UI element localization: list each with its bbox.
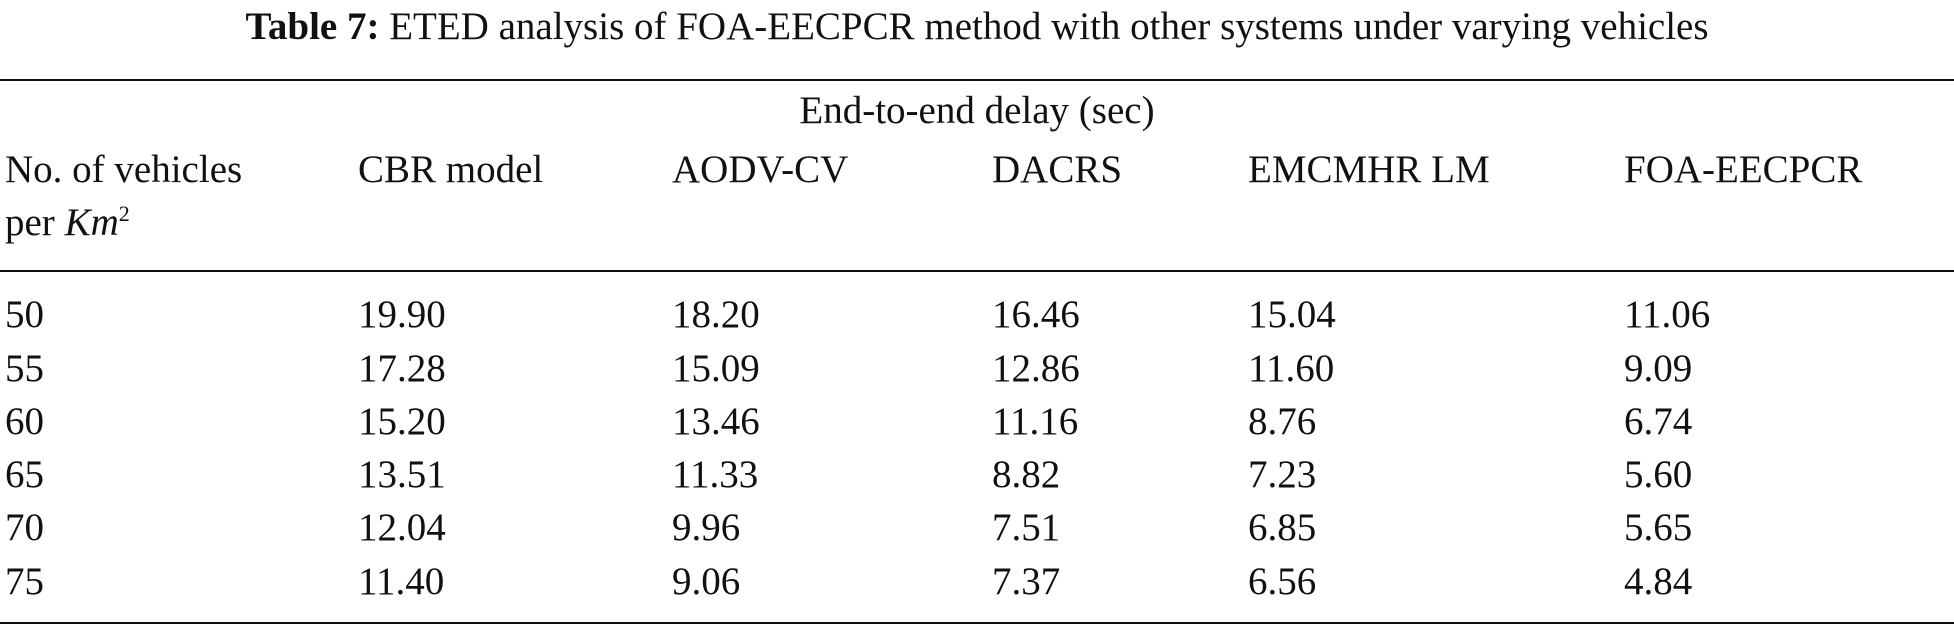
table-cell: 18.20	[672, 293, 760, 336]
table-caption-label: Table 7:	[245, 5, 380, 48]
table-cell-vehicles: 60	[5, 400, 44, 443]
table-bottom-rule	[0, 622, 1954, 624]
table-cell: 13.51	[358, 453, 446, 496]
table-caption-text: ETED analysis of FOA-EECPCR method with …	[389, 5, 1709, 48]
table-cell: 11.06	[1624, 293, 1711, 336]
table-cell: 12.04	[358, 506, 446, 549]
table-cell: 8.82	[992, 453, 1061, 496]
table-cell: 7.23	[1248, 453, 1317, 496]
table-top-rule	[0, 79, 1954, 81]
table-caption: Table 7: ETED analysis of FOA-EECPCR met…	[0, 2, 1954, 52]
table-cell: 5.65	[1624, 506, 1693, 549]
stub-header-exponent: 2	[118, 201, 130, 226]
table-cell-vehicles: 65	[5, 453, 44, 496]
table-cell: 5.60	[1624, 453, 1693, 496]
table-cell: 8.76	[1248, 400, 1317, 443]
column-header-foa-eecpcr: FOA-EECPCR	[1624, 148, 1863, 191]
stub-header-line1: No. of vehicles	[5, 148, 243, 191]
table-cell: 11.40	[358, 560, 445, 603]
table-cell: 7.51	[992, 506, 1061, 549]
table-cell: 15.09	[672, 347, 760, 390]
table-cell: 15.04	[1248, 293, 1336, 336]
column-header-aodv-cv: AODV-CV	[672, 148, 849, 191]
table-cell: 13.46	[672, 400, 760, 443]
stub-header-line2: per Km2	[5, 198, 130, 248]
table-cell: 6.74	[1624, 400, 1693, 443]
table-cell: 6.85	[1248, 506, 1317, 549]
table-cell: 9.06	[672, 560, 741, 603]
table-cell: 15.20	[358, 400, 446, 443]
table-cell-vehicles: 50	[5, 293, 44, 336]
table-cell-vehicles: 55	[5, 347, 44, 390]
stub-header-prefix: per	[5, 201, 55, 244]
table-cell: 16.46	[992, 293, 1080, 336]
table-cell-vehicles: 75	[5, 560, 44, 603]
table-cell: 12.86	[992, 347, 1080, 390]
column-header-emcmhr-lm: EMCMHR LM	[1248, 148, 1490, 191]
table-cell: 11.16	[992, 400, 1079, 443]
table-cell: 7.37	[992, 560, 1061, 603]
table-cell: 11.60	[1248, 347, 1335, 390]
table-cell: 9.96	[672, 506, 741, 549]
column-header-dacrs: DACRS	[992, 148, 1123, 191]
table-cell-vehicles: 70	[5, 506, 44, 549]
table-header-rule	[0, 270, 1954, 272]
table-cell: 4.84	[1624, 560, 1693, 603]
table-cell: 6.56	[1248, 560, 1317, 603]
stub-header-unit: Km	[64, 201, 119, 244]
table-cell: 19.90	[358, 293, 446, 336]
table-cell: 9.09	[1624, 347, 1693, 390]
table-cell: 17.28	[358, 347, 446, 390]
table-cell: 11.33	[672, 453, 759, 496]
column-header-cbr-model: CBR model	[358, 148, 544, 191]
column-spanner-header: End-to-end delay (sec)	[799, 89, 1155, 132]
